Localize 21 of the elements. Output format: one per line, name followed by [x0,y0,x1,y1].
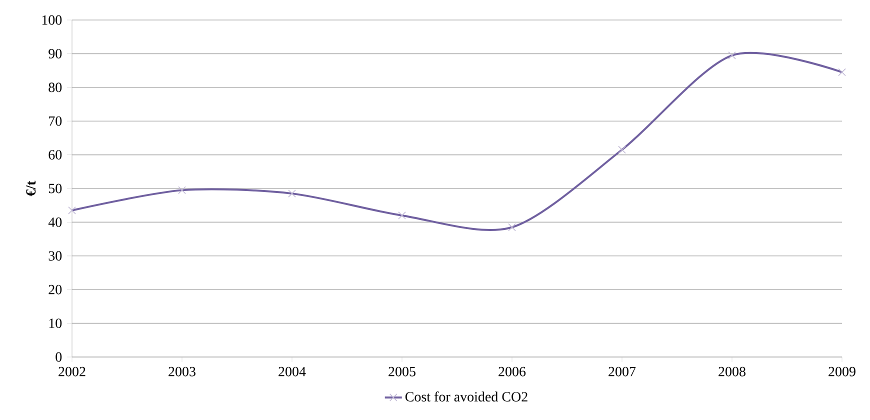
y-tick-label: 40 [48,217,62,227]
x-tick-label: 2009 [828,366,856,376]
x-tick-label: 2008 [718,366,746,376]
x-tick-label: 2003 [168,366,196,376]
y-tick-label: 10 [49,318,62,328]
y-tick-label: 90 [48,48,62,58]
y-tick-label: 70 [49,116,62,126]
x-tick-label: 2007 [608,366,636,376]
x-tick-label: 2004 [278,366,306,376]
legend-label: Cost for avoided CO2 [405,392,528,402]
y-tick-label: 100 [42,15,62,25]
y-axis-title: €/t [26,180,36,196]
y-tick-label: 80 [48,82,62,92]
y-tick-label: 60 [48,150,62,160]
y-tick-label: 20 [48,284,62,294]
x-tick-label: 2005 [388,366,416,376]
x-tick-label: 2006 [498,366,526,376]
y-tick-label: 50 [48,184,62,194]
x-tick-label: 2002 [58,366,86,376]
y-tick-label: 0 [56,352,62,362]
y-tick-label: 30 [48,251,62,261]
